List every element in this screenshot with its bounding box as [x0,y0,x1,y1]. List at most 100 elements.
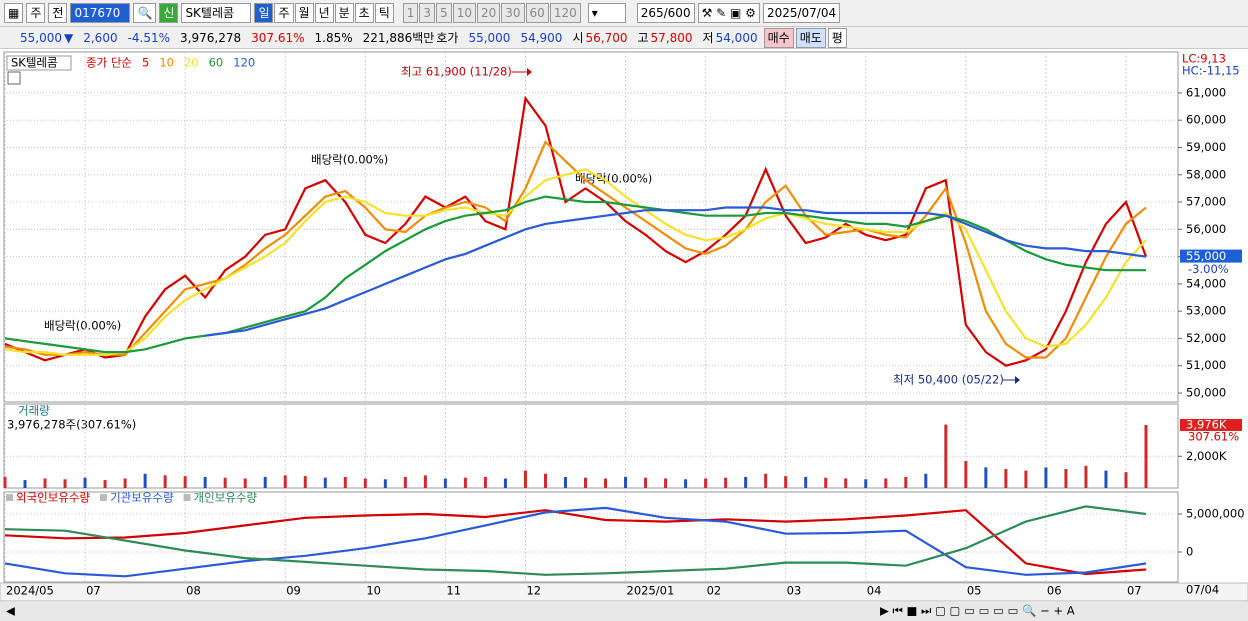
x-tick-label: 2024/05 [6,584,54,598]
volume-bar [944,424,948,488]
step-button[interactable]: 60 [525,3,549,23]
volume-rate: 307.61% [251,30,305,45]
volume-bar [1024,470,1028,488]
volume-title: 거래량 [18,404,50,418]
volume-bar [1044,467,1048,488]
volume-bar [1004,468,1008,488]
step-button[interactable]: 1 [402,3,419,23]
line-series [4,95,1148,367]
interval-button[interactable]: 틱 [374,3,394,23]
search-button[interactable]: 🔍 [133,3,157,23]
x-tick-label: 2025/01 [627,584,675,598]
scroll-left[interactable]: ◀ [6,604,15,618]
step-button[interactable]: 20 [476,3,501,23]
menu-icon[interactable]: ▦ [4,3,24,23]
volume-bar [283,475,287,488]
arrow-head [1015,376,1020,384]
line-series [4,140,1147,359]
volume-bar [1064,468,1068,488]
sell-button[interactable]: 매도 [795,27,826,48]
volume-bar [303,476,307,488]
volume-bar [584,477,588,488]
x-tick-label: 07 [86,584,101,598]
view-button[interactable]: 전 [48,3,68,23]
step-button[interactable]: 10 [452,3,476,23]
volume-bar [864,479,868,488]
line-series [4,506,1147,578]
current-badge [1180,249,1242,263]
tool-icons[interactable]: ⚒ ✎ ▣ ⚙ [697,3,760,23]
code-input[interactable]: 017670 [70,3,131,23]
flag: 신 [159,3,179,23]
volume-bar [143,473,147,488]
step-button[interactable]: 120 [549,3,581,23]
x-tick-label: 04 [867,584,882,598]
quote-bar: 55,000 ▼ 2,600 -4.51% 3,976,278 307.61% … [0,27,1248,49]
name-box [6,55,72,71]
legend-item: 개인보유수량 [194,491,258,505]
x-tick-label: 08 [186,584,201,598]
line-series [4,505,1147,576]
arrow-head [527,68,532,76]
interval-button[interactable]: 주 [274,3,294,23]
interval-button[interactable]: 초 [354,3,374,23]
volume-bar [543,473,547,488]
volume-bar [103,480,107,488]
step-button[interactable]: 30 [501,3,525,23]
volume-bar [123,478,127,488]
count-box: 265/600 [636,3,695,23]
scroll-controls[interactable]: ▶ ⏮ ■ ⏭ ▢ ▢ ▭ ▭ ▭ ▭ 🔍 − + A [880,603,1075,618]
y-tick-label: 2,000K [1186,449,1227,463]
dividend-annotation: 배당락(0.00%) [311,153,388,167]
volume-bar [563,476,567,488]
x-tick-label: 10 [366,584,381,598]
volume-bar [523,470,527,488]
x-tick-label: 12 [526,584,541,598]
step-button[interactable]: 3 [419,3,436,23]
lc-label: LC:9,13 [1182,52,1226,66]
period-select[interactable]: 주 [26,3,46,23]
interval-button[interactable]: 년 [314,3,334,23]
buy-button[interactable]: 매수 [763,27,794,48]
interval-button[interactable]: 월 [294,3,314,23]
table-icon[interactable] [7,71,21,85]
current-change: -3.00% [1188,262,1229,276]
date-input[interactable]: 2025/07/04 [762,3,841,23]
interval-button[interactable]: 일 [254,3,274,23]
volume-bar [43,478,47,488]
volume-bar [503,478,507,488]
volume-bar [263,476,267,488]
line-series [4,509,1147,576]
y-tick-label: 61,000 [1186,85,1226,99]
dividend-annotation: 배당락(0.00%) [44,319,121,333]
volume-bar [323,477,327,488]
volume: 3,976,278 [180,30,242,45]
volume-bar [824,477,828,488]
volume-bar [884,478,888,488]
x-tick-label: 11 [446,584,461,598]
y-tick-label: 60,000 [1186,113,1226,127]
price-frame [3,51,1179,403]
legend-item: 10 [159,56,174,70]
low: 54,000 [715,30,758,45]
low-label: 저 [702,31,714,45]
background [0,50,1248,621]
y-tick-label: 52,000 [1186,331,1226,345]
legend-item: 60 [209,56,224,70]
scrollbar[interactable] [0,602,1248,621]
volume-bar [764,473,768,488]
high: 57,800 [650,30,693,45]
step-button[interactable]: 5 [436,3,452,23]
stock-name: SK텔레콤 [181,3,252,23]
avg-button[interactable]: 평 [827,27,847,48]
rate: -4.51% [127,30,171,45]
step-select[interactable]: ▾ [587,3,626,23]
high-label: 고 [637,31,649,45]
hc-label: HC:-11,15 [1182,64,1240,78]
volume-bar [1084,465,1088,488]
y-tick-label: 59,000 [1186,140,1226,154]
volume-bar [744,476,748,488]
legend-item: 120 [233,56,255,70]
legend-marker [6,494,13,501]
interval-button[interactable]: 분 [334,3,354,23]
